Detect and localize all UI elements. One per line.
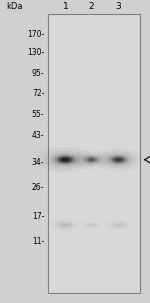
Bar: [102, 14, 105, 292]
Bar: [136, 14, 139, 292]
Bar: [48, 44, 140, 58]
Bar: [51, 14, 54, 292]
Bar: [48, 191, 140, 205]
Text: 17-: 17-: [32, 211, 44, 221]
Bar: [48, 176, 140, 190]
Ellipse shape: [100, 151, 137, 168]
Bar: [108, 14, 111, 292]
Text: 34-: 34-: [32, 158, 44, 167]
Bar: [48, 58, 140, 72]
Text: 43-: 43-: [32, 131, 44, 140]
Bar: [48, 235, 140, 248]
Bar: [121, 14, 124, 292]
Ellipse shape: [85, 157, 98, 162]
Bar: [48, 0, 140, 14]
Bar: [48, 220, 140, 234]
Text: 11-: 11-: [32, 237, 44, 246]
Bar: [48, 249, 140, 263]
Bar: [89, 14, 92, 292]
Bar: [48, 117, 140, 131]
Bar: [70, 14, 73, 292]
Text: 95-: 95-: [32, 69, 44, 78]
Bar: [48, 205, 140, 219]
Text: 26-: 26-: [32, 183, 44, 192]
Bar: [48, 278, 140, 292]
Ellipse shape: [109, 155, 128, 164]
Text: 3: 3: [116, 2, 121, 11]
Bar: [111, 14, 114, 292]
Ellipse shape: [80, 155, 103, 165]
Bar: [117, 14, 120, 292]
Ellipse shape: [61, 158, 70, 162]
Bar: [67, 14, 70, 292]
Ellipse shape: [57, 156, 73, 163]
Bar: [133, 14, 136, 292]
Bar: [61, 14, 64, 292]
Bar: [48, 88, 140, 102]
Bar: [95, 14, 98, 292]
Text: 72-: 72-: [32, 88, 44, 98]
Ellipse shape: [111, 156, 126, 163]
Text: 1: 1: [63, 2, 69, 11]
Bar: [48, 29, 140, 43]
Bar: [48, 14, 140, 292]
Bar: [48, 146, 140, 160]
Bar: [86, 14, 89, 292]
Ellipse shape: [114, 158, 123, 161]
Bar: [140, 14, 142, 292]
Bar: [124, 14, 127, 292]
Bar: [105, 14, 108, 292]
Bar: [48, 73, 140, 87]
Ellipse shape: [54, 155, 76, 165]
Text: 2: 2: [89, 2, 94, 11]
Bar: [92, 14, 95, 292]
Bar: [83, 14, 86, 292]
Text: kDa: kDa: [6, 2, 22, 11]
Bar: [64, 14, 67, 292]
Text: 130-: 130-: [27, 48, 44, 57]
Bar: [80, 14, 83, 292]
Bar: [48, 15, 140, 28]
Bar: [73, 14, 76, 292]
Bar: [48, 161, 140, 175]
Ellipse shape: [105, 153, 132, 166]
Bar: [76, 14, 80, 292]
Text: 170-: 170-: [27, 30, 44, 39]
Text: 55-: 55-: [32, 110, 44, 118]
Ellipse shape: [83, 156, 100, 164]
Bar: [54, 14, 57, 292]
Bar: [48, 14, 51, 292]
Bar: [114, 14, 117, 292]
Bar: [130, 14, 133, 292]
Ellipse shape: [50, 153, 80, 166]
Ellipse shape: [88, 158, 95, 161]
Bar: [57, 14, 60, 292]
Bar: [48, 102, 140, 116]
Ellipse shape: [45, 151, 86, 169]
Bar: [48, 132, 140, 146]
Bar: [99, 14, 102, 292]
Bar: [48, 264, 140, 278]
Bar: [127, 14, 130, 292]
